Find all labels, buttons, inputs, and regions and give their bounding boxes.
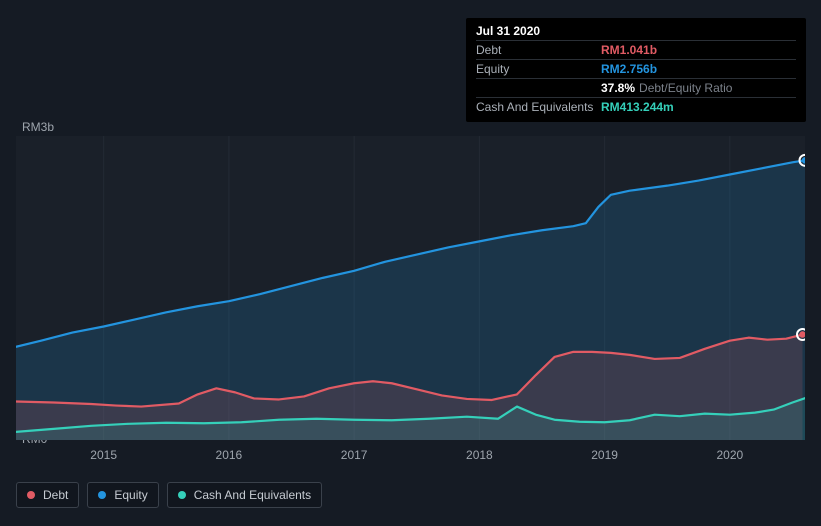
legend-label: Equity — [114, 488, 147, 502]
x-tick-label: 2016 — [216, 448, 243, 462]
chart-container: { "chart": { "type": "area", "background… — [0, 0, 821, 526]
tooltip-row: 37.8%Debt/Equity Ratio — [476, 78, 796, 97]
legend-label: Debt — [43, 488, 68, 502]
tooltip-date: Jul 31 2020 — [476, 24, 796, 40]
tooltip-row-label: Cash And Equivalents — [476, 100, 601, 114]
x-tick-label: 2020 — [716, 448, 743, 462]
tooltip-row: DebtRM1.041b — [476, 40, 796, 59]
hover-tooltip: Jul 31 2020 DebtRM1.041bEquityRM2.756b37… — [466, 18, 806, 122]
tooltip-row-value: RM413.244m — [601, 100, 674, 114]
tooltip-row-sub: Debt/Equity Ratio — [639, 81, 732, 95]
legend-dot-icon — [27, 491, 35, 499]
tooltip-row-value: RM1.041b — [601, 43, 657, 57]
chart-legend: Debt Equity Cash And Equivalents — [16, 482, 322, 508]
tooltip-row-label — [476, 81, 601, 95]
x-tick-label: 2015 — [90, 448, 117, 462]
tooltip-row-value: RM2.756b — [601, 62, 657, 76]
tooltip-row: Cash And EquivalentsRM413.244m — [476, 97, 796, 116]
legend-item[interactable]: Cash And Equivalents — [167, 482, 322, 508]
tooltip-row: EquityRM2.756b — [476, 59, 796, 78]
legend-item[interactable]: Equity — [87, 482, 158, 508]
x-tick-label: 2017 — [341, 448, 368, 462]
tooltip-row-label: Equity — [476, 62, 601, 76]
chart-plot[interactable] — [16, 136, 805, 440]
x-tick-label: 2019 — [591, 448, 618, 462]
legend-dot-icon — [178, 491, 186, 499]
y-axis-label-top: RM3b — [22, 120, 54, 134]
legend-dot-icon — [98, 491, 106, 499]
tooltip-row-value: 37.8%Debt/Equity Ratio — [601, 81, 732, 95]
legend-label: Cash And Equivalents — [194, 488, 311, 502]
tooltip-row-label: Debt — [476, 43, 601, 57]
legend-item[interactable]: Debt — [16, 482, 79, 508]
x-tick-label: 2018 — [466, 448, 493, 462]
